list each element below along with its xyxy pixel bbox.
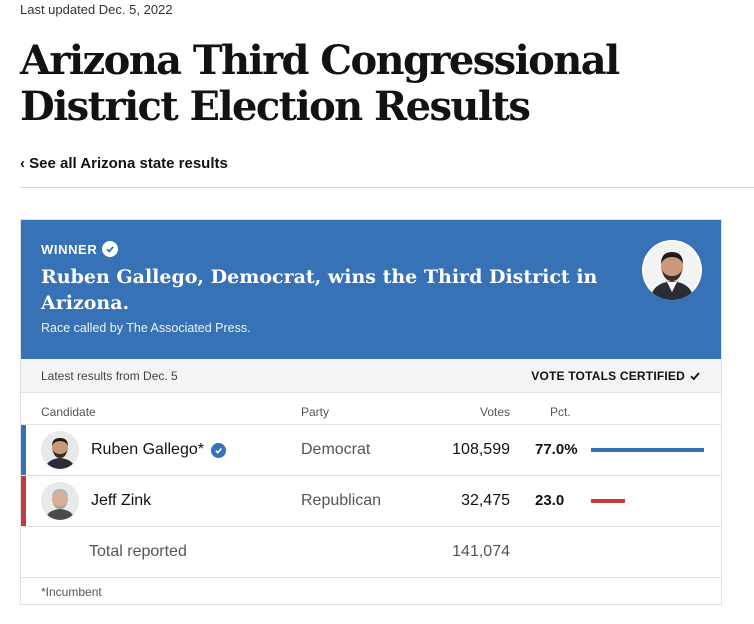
table-row: Jeff Zink Republican 32,475 23.0 — [21, 475, 721, 527]
candidate-name: Ruben Gallego* — [91, 441, 226, 459]
footnote: *Incumbent — [41, 585, 102, 599]
candidate-name: Jeff Zink — [91, 492, 151, 510]
column-party: Party — [301, 405, 330, 419]
candidate-party: Democrat — [301, 441, 371, 458]
divider — [20, 187, 754, 188]
results-card: WINNER Ruben Gallego, Democrat, wins the… — [20, 219, 722, 605]
candidate-pct: 23.0 — [535, 492, 565, 509]
certified-label: VOTE TOTALS CERTIFIED — [531, 369, 701, 383]
total-label: Total reported — [89, 543, 187, 560]
winner-headline: Ruben Gallego, Democrat, wins the Third … — [41, 266, 598, 314]
verified-check-icon — [210, 442, 226, 458]
column-candidate: Candidate — [41, 405, 96, 419]
race-called-note: Race called by The Associated Press. — [41, 321, 251, 335]
last-updated: Last updated Dec. 5, 2022 — [20, 2, 173, 17]
certified-text: VOTE TOTALS CERTIFIED — [531, 369, 685, 383]
candidate-votes: 32,475 — [461, 492, 510, 509]
winner-label: WINNER — [41, 241, 119, 257]
check-icon — [690, 372, 700, 381]
party-color-bar — [21, 476, 26, 527]
candidate-name-text: Ruben Gallego* — [91, 441, 204, 458]
candidate-votes: 108,599 — [452, 441, 510, 458]
checkmark-icon — [102, 241, 119, 257]
page-title: Arizona Third Congressional District Ele… — [20, 37, 620, 130]
column-votes: Votes — [480, 405, 511, 419]
latest-results-label: Latest results from Dec. 5 — [41, 369, 178, 383]
winner-photo — [642, 240, 702, 300]
avatar — [41, 482, 79, 520]
column-pct: Pct. — [550, 405, 571, 419]
pct-bar — [591, 448, 704, 452]
results-meta-bar: Latest results from Dec. 5 VOTE TOTALS C… — [21, 359, 721, 393]
state-results-link[interactable]: ‹ See all Arizona state results — [20, 155, 228, 172]
candidate-pct: 77.0% — [535, 441, 578, 458]
total-row: Total reported 141,074 — [21, 526, 721, 578]
pct-bar — [591, 499, 625, 503]
party-color-bar — [21, 425, 26, 476]
winner-banner: WINNER Ruben Gallego, Democrat, wins the… — [21, 220, 721, 359]
table-row: Ruben Gallego* Democrat 108,599 77.0% — [21, 424, 721, 476]
candidate-party: Republican — [301, 492, 382, 509]
total-votes: 141,074 — [452, 543, 510, 560]
avatar — [41, 431, 79, 469]
divider — [21, 577, 721, 578]
winner-text: WINNER — [41, 241, 98, 257]
candidate-name-text: Jeff Zink — [91, 492, 152, 509]
